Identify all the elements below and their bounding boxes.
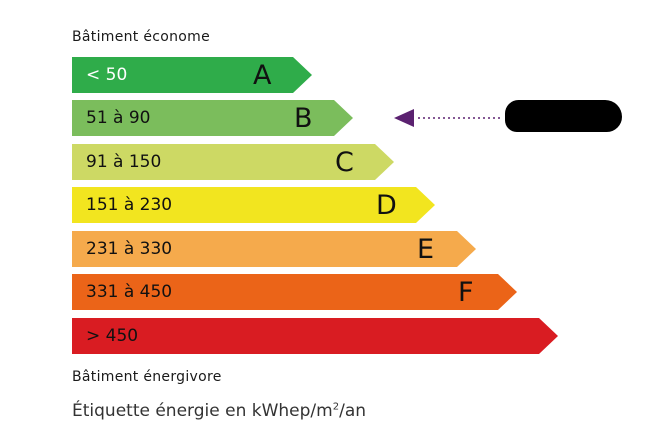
class-bar-shape xyxy=(72,274,517,310)
energy-class-c: 91 à 150 C xyxy=(72,144,395,180)
class-range: < 50 xyxy=(86,65,128,85)
bottom-caption: Bâtiment énergivore xyxy=(72,369,222,385)
energy-class-b: 51 à 90 B xyxy=(72,100,354,136)
energy-class-g: > 450 xyxy=(72,318,559,354)
unit-label-tail: /an xyxy=(339,401,367,421)
class-letter: C xyxy=(335,147,354,178)
class-range: 231 à 330 xyxy=(86,239,173,259)
class-bar-shape xyxy=(72,57,312,93)
class-range: 331 à 450 xyxy=(86,282,173,302)
class-letter: E xyxy=(417,234,435,265)
top-caption: Bâtiment économe xyxy=(72,29,210,45)
class-range: 151 à 230 xyxy=(86,195,173,215)
class-letter: A xyxy=(253,60,272,91)
class-bar-shape xyxy=(72,231,476,267)
energy-class-a: < 50 A xyxy=(72,57,313,93)
unit-label: Étiquette énergie en kWhep/m2/an xyxy=(72,401,366,421)
redacted-value xyxy=(505,100,622,132)
class-bar-shape xyxy=(72,187,435,223)
class-bar-shape xyxy=(72,100,353,136)
class-bar-shape xyxy=(72,318,558,354)
class-range: 91 à 150 xyxy=(86,152,162,172)
current-class-marker xyxy=(394,108,504,132)
energy-class-f: 331 à 450 F xyxy=(72,274,518,310)
class-bar-shape xyxy=(72,144,394,180)
class-letter: B xyxy=(294,103,313,134)
class-range: 51 à 90 xyxy=(86,108,151,128)
energy-class-d: 151 à 230 D xyxy=(72,187,436,223)
class-letter: F xyxy=(458,277,474,308)
class-letter: D xyxy=(376,190,397,221)
unit-label-base: Étiquette énergie en kWhep/m xyxy=(72,401,333,421)
arrow-left-icon xyxy=(394,109,502,127)
unit-label-sup: 2 xyxy=(332,401,340,413)
class-range: > 450 xyxy=(86,326,139,346)
energy-class-e: 231 à 330 E xyxy=(72,231,477,267)
